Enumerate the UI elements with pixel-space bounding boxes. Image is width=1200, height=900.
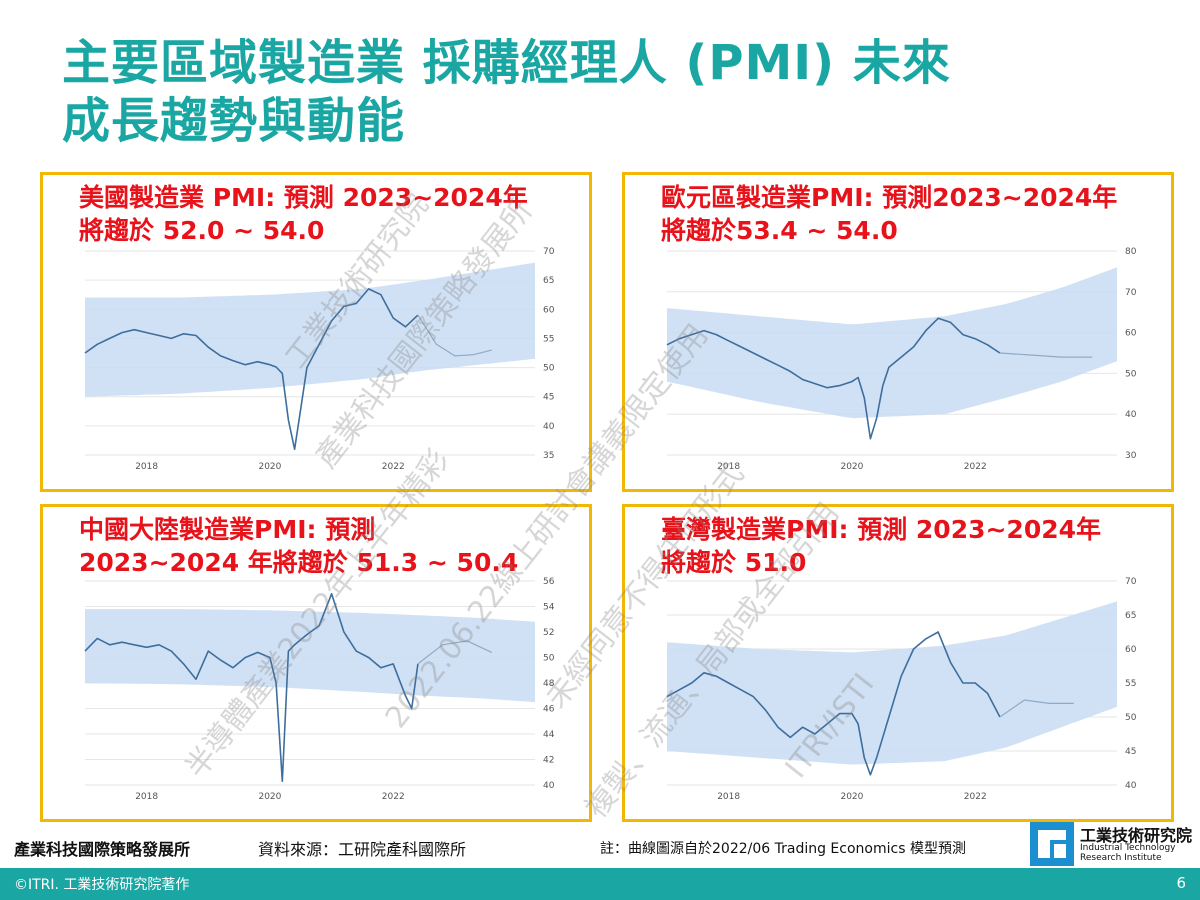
y-tick-label: 42 xyxy=(543,756,554,766)
x-tick-label: 2020 xyxy=(258,792,281,802)
y-tick-label: 40 xyxy=(543,781,555,791)
panel-us-title-line-2: 將趨於 52.0 ~ 54.0 xyxy=(79,216,325,245)
panel-cn-title-line-2: 2023~2024 年將趨於 51.3 ~ 50.4 xyxy=(79,548,519,577)
x-tick-label: 2022 xyxy=(964,792,987,802)
x-tick-label: 2022 xyxy=(964,462,987,472)
forecast-line xyxy=(999,699,1074,718)
panel-us-title: 美國製造業 PMI: 預測 2023~2024年 將趨於 52.0 ~ 54.0 xyxy=(79,181,599,247)
panel-eu-title: 歐元區製造業PMI: 預測2023~2024年 將趨於53.4 ~ 54.0 xyxy=(661,181,1181,247)
footer-note: 註：曲線圖源自於2022/06 Trading Economics 模型預測 xyxy=(600,841,966,857)
panel-us-title-line-1: 美國製造業 PMI: 預測 2023~2024年 xyxy=(79,183,528,212)
panel-eu-title-line-2: 將趨於53.4 ~ 54.0 xyxy=(661,216,898,245)
chart-us-pmi: 35 40 45 50 55 60 65 70 2018 2020 2022 xyxy=(57,243,581,473)
y-tick-label: 56 xyxy=(543,577,555,587)
y-tick-label: 40 xyxy=(543,422,555,432)
actual-line xyxy=(84,288,419,450)
panel-tw-pmi: 臺灣製造業PMI: 預測 2023~2024年 將趨於 51.0 40 45 50 5… xyxy=(622,504,1174,822)
y-tick-label: 46 xyxy=(543,705,555,715)
y-tick-label: 45 xyxy=(1125,747,1136,757)
footer-org: 產業科技國際策略發展所 xyxy=(14,840,191,859)
y-tick-label: 70 xyxy=(1125,577,1137,587)
y-tick-label: 50 xyxy=(1125,713,1137,723)
panel-tw-title: 臺灣製造業PMI: 預測 2023~2024年 將趨於 51.0 xyxy=(661,513,1181,579)
forecast-band xyxy=(667,267,1117,419)
chart-cn-pmi: 40 42 44 46 48 50 52 54 56 2018 2020 2022 xyxy=(57,573,581,803)
logo-english-name: Industrial Technology Research Institute xyxy=(1080,843,1190,863)
panel-tw-title-line-1: 臺灣製造業PMI: 預測 2023~2024年 xyxy=(661,515,1102,544)
panel-cn-pmi: 中國大陸製造業PMI: 預測 2023~2024 年將趨於 51.3 ~ 50.… xyxy=(40,504,592,822)
itri-logo-icon xyxy=(1030,822,1074,866)
y-tick-label: 40 xyxy=(1125,781,1137,791)
y-tick-label: 55 xyxy=(543,334,554,344)
y-tick-label: 40 xyxy=(1125,410,1137,420)
panel-tw-title-line-2: 將趨於 51.0 xyxy=(661,548,807,577)
y-tick-label: 70 xyxy=(1125,288,1137,298)
y-tick-label: 55 xyxy=(1125,679,1136,689)
forecast-line xyxy=(417,314,492,357)
y-tick-label: 60 xyxy=(1125,645,1137,655)
page-title-line-1: 主要區域製造業 採購經理人 (PMI) 未來 xyxy=(62,35,951,91)
y-tick-label: 70 xyxy=(543,247,555,257)
chart-eu-pmi: 30 40 50 60 70 80 2018 2020 2022 xyxy=(639,243,1163,473)
x-tick-label: 2018 xyxy=(717,462,740,472)
panel-eu-pmi: 歐元區製造業PMI: 預測2023~2024年 將趨於53.4 ~ 54.0 3… xyxy=(622,172,1174,492)
copyright: ©ITRI. 工業技術研究院著作 xyxy=(14,877,190,893)
y-tick-label: 50 xyxy=(543,654,555,664)
forecast-line xyxy=(417,640,493,665)
y-tick-label: 54 xyxy=(543,603,555,613)
page-number: 6 xyxy=(1176,874,1186,892)
y-tick-label: 65 xyxy=(543,276,554,286)
forecast-band xyxy=(85,262,535,397)
x-tick-label: 2020 xyxy=(840,792,863,802)
logo-english-line-2: Research Institute xyxy=(1080,853,1162,863)
y-tick-label: 50 xyxy=(543,364,555,374)
x-tick-label: 2018 xyxy=(135,462,158,472)
panel-cn-title-line-1: 中國大陸製造業PMI: 預測 xyxy=(79,515,376,544)
actual-line xyxy=(666,317,1001,440)
page-title-line-2: 成長趨勢與動能 xyxy=(62,93,406,149)
y-tick-label: 80 xyxy=(1125,247,1137,257)
y-tick-label: 45 xyxy=(543,393,554,403)
x-tick-label: 2022 xyxy=(382,792,405,802)
forecast-band xyxy=(667,601,1117,765)
page-title: 主要區域製造業 採購經理人 (PMI) 未來 成長趨勢與動能 xyxy=(62,34,1162,150)
panel-us-pmi: 美國製造業 PMI: 預測 2023~2024年 將趨於 52.0 ~ 54.0… xyxy=(40,172,592,492)
forecast-line xyxy=(999,352,1093,358)
y-tick-label: 48 xyxy=(543,679,555,689)
x-tick-label: 2020 xyxy=(840,462,863,472)
actual-line xyxy=(84,592,419,782)
y-tick-label: 30 xyxy=(1125,451,1137,461)
chart-tw-pmi: 40 45 50 55 60 65 70 2018 2020 2022 xyxy=(639,573,1163,803)
y-tick-label: 52 xyxy=(543,628,554,638)
forecast-band xyxy=(85,609,535,703)
x-tick-label: 2022 xyxy=(382,462,405,472)
footer-source: 資料來源：工研院產科國際所 xyxy=(258,840,467,859)
y-tick-label: 50 xyxy=(1125,369,1137,379)
actual-line xyxy=(666,631,1001,776)
panel-cn-title: 中國大陸製造業PMI: 預測 2023~2024 年將趨於 51.3 ~ 50.… xyxy=(79,513,599,579)
x-tick-label: 2018 xyxy=(717,792,740,802)
y-tick-label: 65 xyxy=(1125,611,1136,621)
y-tick-label: 60 xyxy=(1125,329,1137,339)
y-tick-label: 44 xyxy=(543,730,555,740)
bottom-bar: ©ITRI. 工業技術研究院著作 6 xyxy=(0,868,1200,900)
x-tick-label: 2018 xyxy=(135,792,158,802)
y-tick-label: 60 xyxy=(543,305,555,315)
x-tick-label: 2020 xyxy=(258,462,281,472)
logo-english-line-1: Industrial Technology xyxy=(1080,843,1176,853)
logo-name: 工業技術研究院 xyxy=(1080,826,1193,845)
panel-eu-title-line-1: 歐元區製造業PMI: 預測2023~2024年 xyxy=(661,183,1118,212)
y-tick-label: 35 xyxy=(543,451,554,461)
